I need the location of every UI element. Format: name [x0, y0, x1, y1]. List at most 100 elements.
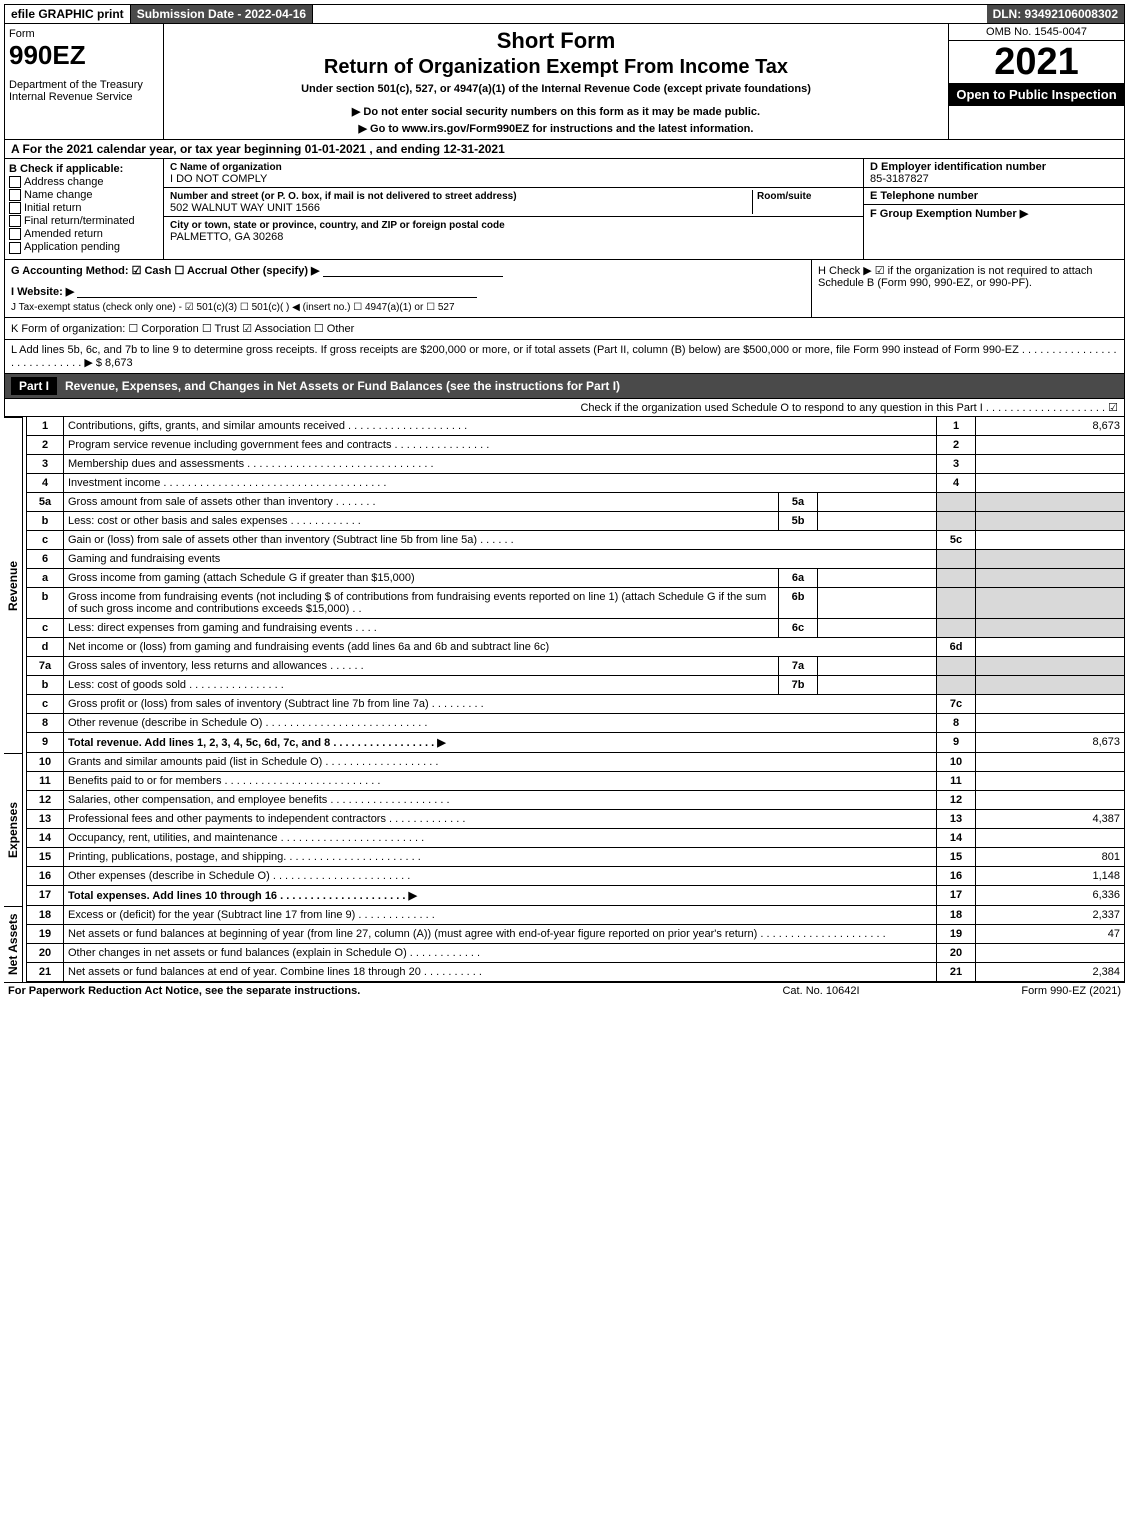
- cb-application-pending-lbl: Application pending: [24, 241, 120, 253]
- line-13: 13Professional fees and other payments t…: [27, 809, 1125, 828]
- row-a-tax-year: A For the 2021 calendar year, or tax yea…: [4, 140, 1125, 159]
- cb-initial-return[interactable]: Initial return: [9, 202, 159, 214]
- net-assets-section: Net Assets 18Excess or (deficit) for the…: [4, 906, 1125, 982]
- open-to-public: Open to Public Inspection: [949, 83, 1124, 106]
- cb-amended-return[interactable]: Amended return: [9, 228, 159, 240]
- col-b-checkboxes: B Check if applicable: Address change Na…: [5, 159, 164, 259]
- revenue-table: 1Contributions, gifts, grants, and simil…: [26, 417, 1125, 753]
- top-spacer: [313, 5, 986, 23]
- line-5b: bLess: cost or other basis and sales exp…: [27, 511, 1125, 530]
- tax-year: 2021: [949, 41, 1124, 83]
- ssn-warning: ▶ Do not enter social security numbers o…: [168, 105, 944, 118]
- header-center: Short Form Return of Organization Exempt…: [164, 24, 948, 139]
- d-ein-val: 85-3187827: [870, 173, 929, 185]
- form-header: Form 990EZ Department of the Treasury In…: [4, 24, 1125, 140]
- footer-right: Form 990-EZ (2021): [921, 985, 1121, 997]
- line-11: 11Benefits paid to or for members . . . …: [27, 771, 1125, 790]
- expenses-vlabel: Expenses: [4, 753, 23, 906]
- i-text: I Website: ▶: [11, 286, 74, 298]
- part-1-label: Part I: [11, 377, 57, 395]
- dln-label: DLN: 93492106008302: [987, 5, 1124, 23]
- footer-center: Cat. No. 10642I: [721, 985, 921, 997]
- h-schedule-b: H Check ▶ ☑ if the organization is not r…: [811, 260, 1124, 317]
- cb-final-return-lbl: Final return/terminated: [24, 215, 135, 227]
- line-15: 15Printing, publications, postage, and s…: [27, 847, 1125, 866]
- cb-amended-return-lbl: Amended return: [24, 228, 103, 240]
- c-room-lbl: Room/suite: [757, 191, 811, 202]
- line-10: 10Grants and similar amounts paid (list …: [27, 753, 1125, 772]
- form-title-short: Short Form: [168, 28, 944, 54]
- line-7b: bLess: cost of goods sold . . . . . . . …: [27, 675, 1125, 694]
- cb-application-pending[interactable]: Application pending: [9, 241, 159, 253]
- line-16: 16Other expenses (describe in Schedule O…: [27, 866, 1125, 885]
- section-bcdef: B Check if applicable: Address change Na…: [4, 159, 1125, 260]
- line-17: 17Total expenses. Add lines 10 through 1…: [27, 885, 1125, 905]
- line-17-desc: Total expenses. Add lines 10 through 16 …: [68, 890, 417, 902]
- line-6b: bGross income from fundraising events (n…: [27, 587, 1125, 618]
- line-6c: cLess: direct expenses from gaming and f…: [27, 618, 1125, 637]
- form-title-long: Return of Organization Exempt From Incom…: [168, 56, 944, 79]
- expenses-table: 10Grants and similar amounts paid (list …: [26, 753, 1125, 906]
- c-city-lbl: City or town, state or province, country…: [170, 220, 505, 231]
- g-accounting: G Accounting Method: ☑ Cash ☐ Accrual Ot…: [11, 264, 805, 277]
- line-2: 2Program service revenue including gover…: [27, 435, 1125, 454]
- top-bar: efile GRAPHIC print Submission Date - 20…: [4, 4, 1125, 24]
- revenue-vlabel: Revenue: [4, 417, 23, 753]
- col-c-org-info: C Name of organization I DO NOT COMPLY N…: [164, 159, 863, 259]
- line-7a: 7aGross sales of inventory, less returns…: [27, 656, 1125, 675]
- line-6: 6Gaming and fundraising events: [27, 549, 1125, 568]
- expenses-section: Expenses 10Grants and similar amounts pa…: [4, 753, 1125, 906]
- c-name-lbl: C Name of organization: [170, 162, 282, 173]
- cb-address-change-lbl: Address change: [24, 176, 104, 188]
- j-tax-exempt: J Tax-exempt status (check only one) - ☑…: [11, 302, 805, 313]
- efile-label[interactable]: efile GRAPHIC print: [5, 5, 131, 23]
- line-1: 1Contributions, gifts, grants, and simil…: [27, 417, 1125, 436]
- line-4: 4Investment income . . . . . . . . . . .…: [27, 473, 1125, 492]
- cb-final-return[interactable]: Final return/terminated: [9, 215, 159, 227]
- g-text: G Accounting Method: ☑ Cash ☐ Accrual Ot…: [11, 265, 320, 277]
- col-def: D Employer identification number 85-3187…: [863, 159, 1124, 259]
- c-name-val: I DO NOT COMPLY: [170, 173, 267, 185]
- cb-address-change[interactable]: Address change: [9, 176, 159, 188]
- line-3: 3Membership dues and assessments . . . .…: [27, 454, 1125, 473]
- b-heading: B Check if applicable:: [9, 163, 159, 175]
- line-21: 21Net assets or fund balances at end of …: [27, 962, 1125, 981]
- footer-left: For Paperwork Reduction Act Notice, see …: [8, 985, 721, 997]
- omb-number: OMB No. 1545-0047: [949, 24, 1124, 41]
- line-14: 14Occupancy, rent, utilities, and mainte…: [27, 828, 1125, 847]
- cb-initial-return-lbl: Initial return: [24, 202, 81, 214]
- part-1-header: Part I Revenue, Expenses, and Changes in…: [4, 374, 1125, 399]
- line-5a: 5aGross amount from sale of assets other…: [27, 492, 1125, 511]
- f-group-lbl: F Group Exemption Number ▶: [870, 208, 1028, 220]
- form-number: 990EZ: [9, 40, 159, 71]
- line-7c: cGross profit or (loss) from sales of in…: [27, 694, 1125, 713]
- c-city-val: PALMETTO, GA 30268: [170, 231, 283, 243]
- goto-link[interactable]: ▶ Go to www.irs.gov/Form990EZ for instru…: [168, 122, 944, 135]
- revenue-section: Revenue 1Contributions, gifts, grants, a…: [4, 417, 1125, 753]
- c-addr-val: 502 WALNUT WAY UNIT 1566: [170, 202, 320, 214]
- line-18: 18Excess or (deficit) for the year (Subt…: [27, 906, 1125, 925]
- d-ein-lbl: D Employer identification number: [870, 161, 1046, 173]
- part-1-sub: Check if the organization used Schedule …: [4, 399, 1125, 417]
- net-assets-table: 18Excess or (deficit) for the year (Subt…: [26, 906, 1125, 982]
- line-5c: cGain or (loss) from sale of assets othe…: [27, 530, 1125, 549]
- line-9: 9Total revenue. Add lines 1, 2, 3, 4, 5c…: [27, 732, 1125, 752]
- page-footer: For Paperwork Reduction Act Notice, see …: [4, 982, 1125, 999]
- line-20: 20Other changes in net assets or fund ba…: [27, 943, 1125, 962]
- form-subtitle: Under section 501(c), 527, or 4947(a)(1)…: [168, 83, 944, 95]
- line-19: 19Net assets or fund balances at beginni…: [27, 924, 1125, 943]
- cb-name-change[interactable]: Name change: [9, 189, 159, 201]
- line-9-desc: Total revenue. Add lines 1, 2, 3, 4, 5c,…: [68, 737, 446, 749]
- e-phone-lbl: E Telephone number: [870, 190, 978, 202]
- line-8: 8Other revenue (describe in Schedule O) …: [27, 713, 1125, 732]
- department-label: Department of the Treasury Internal Reve…: [9, 79, 159, 103]
- c-addr-lbl: Number and street (or P. O. box, if mail…: [170, 191, 517, 202]
- header-left: Form 990EZ Department of the Treasury In…: [5, 24, 164, 139]
- row-l: L Add lines 5b, 6c, and 7b to line 9 to …: [4, 340, 1125, 374]
- header-right: OMB No. 1545-0047 2021 Open to Public In…: [948, 24, 1124, 139]
- row-k: K Form of organization: ☐ Corporation ☐ …: [4, 318, 1125, 340]
- row-g-h: G Accounting Method: ☑ Cash ☐ Accrual Ot…: [4, 260, 1125, 318]
- line-12: 12Salaries, other compensation, and empl…: [27, 790, 1125, 809]
- net-assets-vlabel: Net Assets: [4, 906, 23, 982]
- i-website: I Website: ▶: [11, 285, 805, 298]
